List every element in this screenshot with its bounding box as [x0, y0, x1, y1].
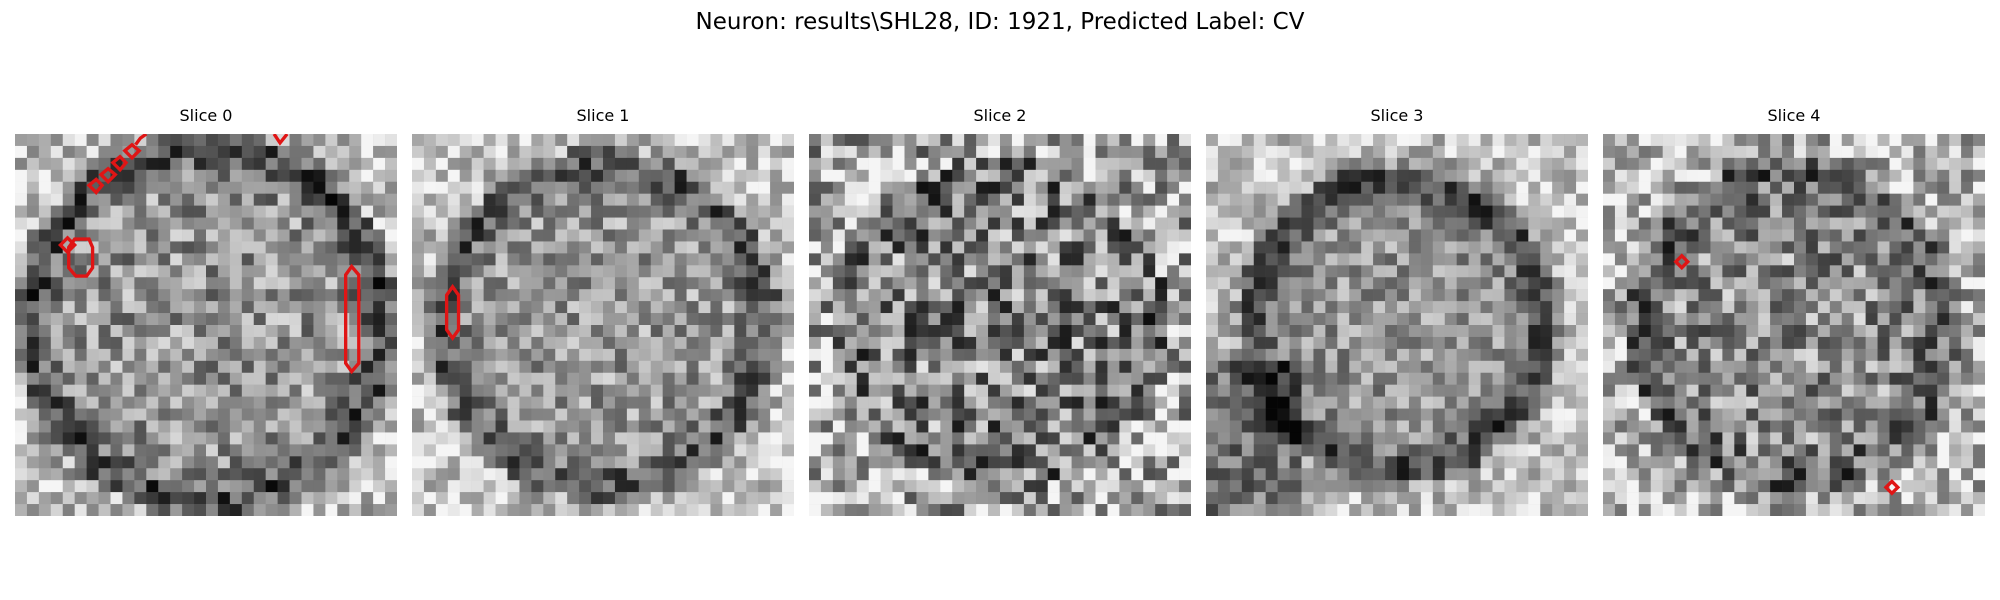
- contour: [110, 154, 129, 173]
- grayscale-pixels: [809, 134, 1191, 516]
- contour: [1673, 253, 1691, 271]
- contour: [57, 235, 78, 255]
- contour-overlay: [1673, 253, 1901, 496]
- contour-overlay: [444, 283, 461, 342]
- contour: [98, 166, 118, 185]
- slice-title: Slice 4: [1767, 106, 1821, 125]
- figure-title: Neuron: results\SHL28, ID: 1921, Predict…: [695, 9, 1305, 35]
- contour: [272, 134, 289, 146]
- slice-image: [412, 134, 794, 516]
- slice-image: [809, 134, 1191, 516]
- contour: [122, 142, 142, 161]
- slice-panel-3: Slice 3: [1206, 106, 1588, 516]
- contour: [134, 134, 148, 146]
- slice-image: [15, 134, 397, 516]
- slice-title: Slice 1: [576, 106, 630, 125]
- slice-panel-2: Slice 2: [809, 106, 1191, 516]
- slice-title: Slice 0: [179, 106, 233, 125]
- slice-panel-0: Slice 0: [15, 106, 397, 516]
- grayscale-pixels: [412, 134, 794, 516]
- contour-overlay: [57, 134, 361, 375]
- grayscale-pixels: [1603, 134, 1985, 516]
- contour: [343, 263, 361, 375]
- slice-title: Slice 3: [1370, 106, 1424, 125]
- contour: [444, 283, 461, 342]
- grayscale-pixels: [1206, 134, 1588, 516]
- grayscale-pixels: [15, 134, 397, 516]
- slice-title: Slice 2: [973, 106, 1027, 125]
- slice-image: [1603, 134, 1985, 516]
- slice-image: [1206, 134, 1588, 516]
- contour: [1883, 479, 1901, 496]
- contour: [86, 177, 105, 195]
- contour: [67, 237, 95, 278]
- slice-panel-1: Slice 1: [412, 106, 794, 516]
- slice-panel-4: Slice 4: [1603, 106, 1985, 516]
